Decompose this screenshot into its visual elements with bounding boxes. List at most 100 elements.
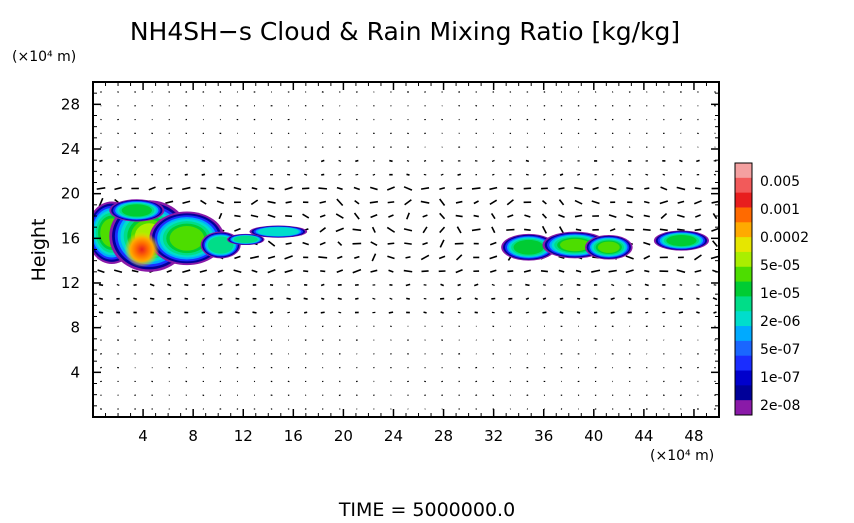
wind-vector [219, 213, 221, 219]
wind-vector [678, 201, 684, 203]
y-tick-label: 20 [61, 185, 80, 203]
wind-vector [561, 147, 562, 148]
wind-vector [100, 367, 102, 368]
wind-vector [218, 270, 223, 272]
wind-vector [677, 229, 685, 230]
wind-vector [507, 200, 513, 205]
wind-vector [407, 161, 409, 162]
wind-vector [149, 187, 156, 190]
colorbar-swatch [735, 385, 752, 400]
wind-vector [355, 201, 359, 204]
wind-vector [644, 215, 650, 216]
wind-vector [167, 284, 171, 285]
wind-vector [507, 215, 513, 217]
wind-vector [218, 284, 222, 285]
wind-vector [696, 312, 699, 313]
colorbar-label: 2e-06 [760, 314, 800, 330]
wind-vector [543, 285, 546, 286]
wind-vector [353, 229, 362, 230]
wind-vector [663, 174, 665, 175]
wind-vector [98, 270, 105, 272]
colorbar-swatch [735, 267, 752, 282]
wind-vector [629, 92, 630, 93]
wind-vector [117, 92, 118, 93]
colorbar-label: 1e-05 [760, 286, 800, 302]
wind-vector [677, 187, 685, 189]
wind-vector [711, 256, 719, 258]
wind-vector [439, 256, 445, 258]
wind-vector [132, 270, 138, 271]
cloud-contour [258, 227, 299, 236]
wind-vector [150, 298, 154, 299]
colorbar-swatch [735, 252, 752, 267]
wind-vector [576, 270, 581, 271]
wind-vector [458, 312, 460, 313]
wind-vector [117, 133, 118, 134]
wind-vector [167, 270, 172, 272]
wind-vector [680, 367, 682, 368]
wind-vector [287, 312, 289, 313]
wind-vector [320, 271, 325, 272]
wind-vector [203, 395, 204, 396]
wind-vector [268, 215, 275, 217]
wind-vector [321, 284, 324, 285]
wind-vector [492, 284, 495, 285]
wind-vector [371, 215, 378, 218]
wind-vector [526, 298, 529, 299]
wind-vector [336, 214, 343, 218]
wind-vector [100, 409, 102, 410]
wind-vector [354, 257, 359, 259]
wind-vector [626, 270, 634, 272]
wind-vector [117, 161, 119, 162]
wind-vector [389, 312, 393, 313]
wind-vector [338, 242, 342, 246]
wind-vector [560, 298, 563, 299]
wind-vector [560, 227, 564, 234]
wind-vector [99, 160, 102, 161]
wind-vector [595, 367, 597, 368]
wind-vector [355, 298, 358, 299]
wind-vector [542, 214, 546, 218]
wind-vector [577, 312, 580, 313]
wind-vector [680, 119, 682, 120]
wind-vector [643, 229, 651, 230]
wind-vector [356, 174, 359, 175]
wind-vector [559, 188, 565, 189]
wind-vector [389, 161, 392, 162]
wind-vector [645, 284, 649, 285]
wind-vector [609, 271, 617, 272]
wind-vector [696, 160, 699, 161]
wind-vector [543, 201, 547, 204]
colorbar-swatch [735, 311, 752, 326]
colorbar: 0.0050.0010.00025e-051e-052e-065e-071e-0… [735, 163, 809, 416]
wind-vector [509, 161, 512, 162]
wind-vector [679, 160, 682, 161]
x-tick-label: 32 [484, 427, 503, 445]
wind-vector [303, 214, 309, 218]
wind-vector [644, 271, 649, 272]
wind-vector [303, 271, 308, 272]
wind-vector [456, 270, 463, 273]
wind-vector [644, 256, 650, 259]
wind-vector [458, 367, 459, 368]
colorbar-swatch [735, 296, 752, 311]
wind-vector [696, 298, 699, 299]
cloud-contour [170, 226, 205, 251]
wind-vector [406, 284, 410, 285]
colorbar-label: 1e-07 [760, 370, 800, 386]
wind-vector [355, 213, 360, 219]
wind-vector [423, 227, 427, 233]
wind-vector [252, 188, 257, 189]
wind-vector [628, 298, 631, 299]
wind-vector [440, 240, 444, 248]
wind-vector [388, 202, 395, 203]
x-tick-label: 36 [534, 427, 553, 445]
wind-vector [371, 270, 378, 272]
wind-vector [424, 161, 426, 162]
wind-vector [440, 227, 445, 232]
colorbar-label: 0.0002 [760, 230, 809, 246]
wind-vector [388, 243, 395, 244]
wind-vector [609, 187, 616, 189]
wind-vector [475, 395, 477, 396]
